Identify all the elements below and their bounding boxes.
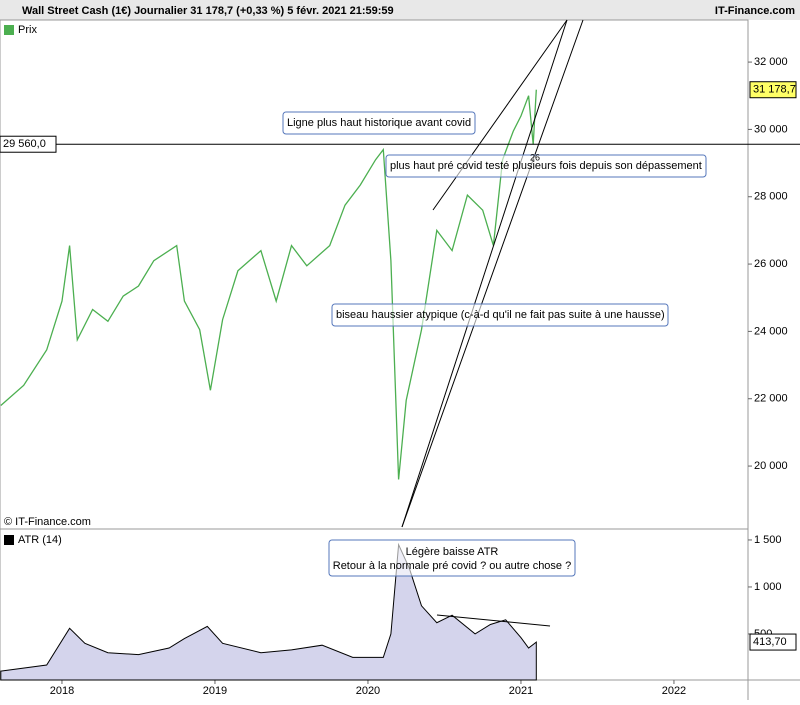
x-tick-label: 2018 <box>50 685 74 697</box>
price-line <box>0 89 537 480</box>
annotation: 26 <box>530 152 540 162</box>
header-brand: IT-Finance.com <box>715 5 795 17</box>
annotation: plus haut pré covid testé plusieurs fois… <box>390 160 702 172</box>
header-bar <box>0 0 800 20</box>
level-box <box>0 135 57 153</box>
header-title: Wall Street Cash (1€) Journalier 31 178,… <box>22 5 394 17</box>
y-tick-label: 24 000 <box>754 325 788 337</box>
y-tick-label: 28 000 <box>754 191 788 203</box>
y-tick-label: 1 000 <box>754 581 782 593</box>
legend-swatch <box>4 25 14 35</box>
wedge-line <box>401 19 584 528</box>
y-tick-label: 26 000 <box>754 258 788 270</box>
y-tick-label: 30 000 <box>754 123 788 135</box>
annotation-box <box>385 154 707 178</box>
x-tick-label: 2019 <box>203 685 227 697</box>
x-tick-label: 2021 <box>509 685 533 697</box>
wedge-lower <box>401 19 568 528</box>
legend-label: Prix <box>18 24 37 36</box>
wedge-upper <box>432 19 568 211</box>
annotation: biseau haussier atypique (c-à-d qu'il ne… <box>336 309 665 321</box>
y-tick-label: 22 000 <box>754 393 788 405</box>
annotation: Ligne plus haut historique avant covid <box>287 117 471 129</box>
annotation: Retour à la normale pré covid ? ou autre… <box>333 560 571 572</box>
last-value-label: 413,70 <box>753 636 787 648</box>
copyright: © IT-Finance.com <box>4 516 91 528</box>
atr-area <box>0 542 537 681</box>
annotation-box <box>331 303 669 327</box>
annotation-box <box>328 539 576 577</box>
last-value-box <box>749 633 797 651</box>
x-tick-label: 2022 <box>662 685 686 697</box>
y-tick-label: 1 500 <box>754 534 782 546</box>
legend-swatch <box>4 535 14 545</box>
y-tick-label: 20 000 <box>754 460 788 472</box>
annotation-box <box>282 111 476 135</box>
last-value-box <box>749 81 797 99</box>
x-tick-label: 2020 <box>356 685 380 697</box>
y-tick-label: 32 000 <box>754 56 788 68</box>
legend-label: ATR (14) <box>18 534 62 546</box>
last-value-label: 31 178,7 <box>753 84 796 96</box>
annotation: Légère baisse ATR <box>406 546 499 558</box>
level-label: 29 560,0 <box>3 138 46 150</box>
atr-trend <box>436 614 551 627</box>
